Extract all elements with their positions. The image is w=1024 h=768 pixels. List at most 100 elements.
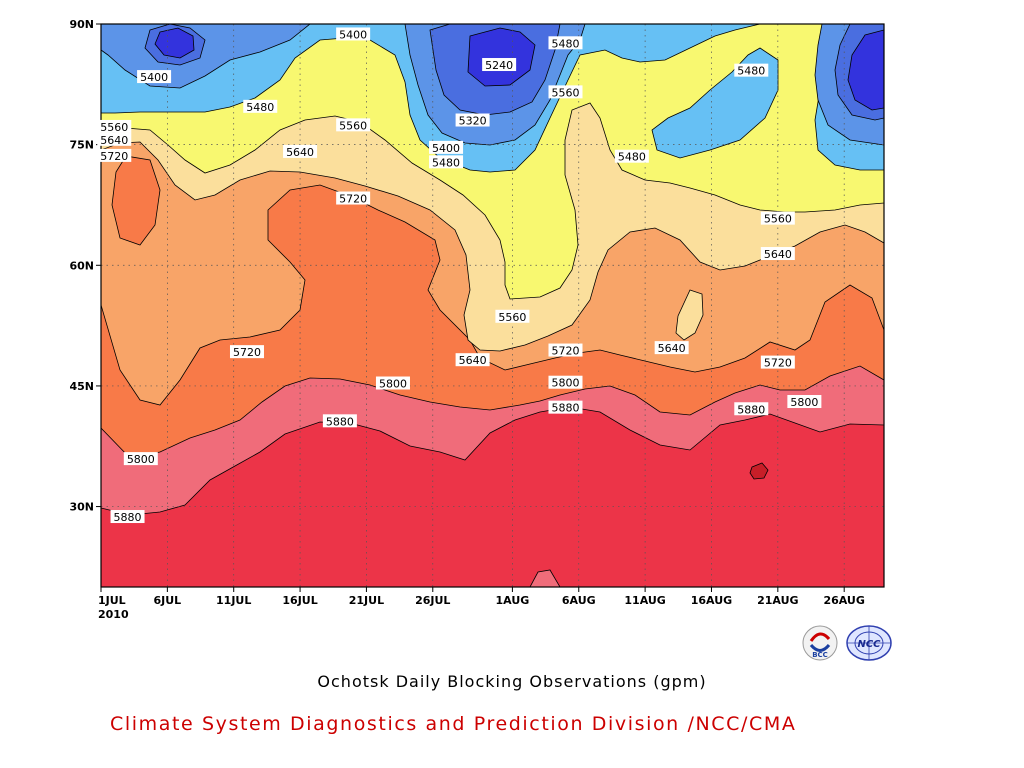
x-tick-label: 6AUG xyxy=(562,594,596,607)
svg-text:5800: 5800 xyxy=(551,377,579,390)
svg-text:5560: 5560 xyxy=(498,311,526,324)
chart-axes: 1JUL 6JUL 11JUL 16JUL 21JUL 26JUL 1AUG 6AUG 11AU… xyxy=(69,18,864,621)
x-tick-label: 16JUL xyxy=(282,594,317,607)
contour-label-5320: 5320 xyxy=(455,113,490,128)
x-tick-label: 1AUG xyxy=(496,594,530,607)
x-tick-label: 1JUL xyxy=(98,594,126,607)
contour-label-5560: 5560 xyxy=(495,309,530,324)
contour-label-5800: 5800 xyxy=(123,452,158,466)
x-tick-label: 21JUL xyxy=(349,594,384,607)
x-tick-label: 26AUG xyxy=(823,594,864,607)
ncc-logo-text: NCC xyxy=(857,639,881,650)
contour-label-5240: 5240 xyxy=(482,58,517,72)
contour-label-5800: 5800 xyxy=(375,376,410,391)
svg-text:5560: 5560 xyxy=(100,121,128,134)
contour-label-5640: 5640 xyxy=(760,247,795,261)
svg-text:5560: 5560 xyxy=(764,213,792,226)
plot-area xyxy=(101,24,884,587)
contour-label-5560: 5560 xyxy=(336,118,371,132)
x-tick-label: 11JUL xyxy=(216,594,251,607)
contour-label-5560: 5560 xyxy=(548,85,583,99)
island-5640 xyxy=(675,289,704,341)
svg-text:5880: 5880 xyxy=(551,402,579,415)
contour-label-5480: 5480 xyxy=(429,155,464,169)
svg-text:5880: 5880 xyxy=(737,403,765,416)
y-tick-label: 45N xyxy=(69,380,94,393)
svg-text:5480: 5480 xyxy=(432,156,460,169)
contour-label-5480: 5480 xyxy=(243,99,278,114)
contour-label-5720: 5720 xyxy=(760,355,795,370)
svg-text:5400: 5400 xyxy=(432,142,460,155)
contour-label-5400: 5400 xyxy=(137,70,172,84)
svg-text:5800: 5800 xyxy=(790,396,818,409)
svg-text:5720: 5720 xyxy=(233,346,261,359)
x-year-label: 2010 xyxy=(98,608,129,621)
svg-text:5800: 5800 xyxy=(127,453,155,466)
x-tick-label: 6JUL xyxy=(154,594,182,607)
svg-text:5640: 5640 xyxy=(764,248,792,261)
x-tick-label: 11AUG xyxy=(624,594,665,607)
chart-title: Ochotsk Daily Blocking Observations (gpm… xyxy=(317,672,707,691)
svg-text:5720: 5720 xyxy=(551,345,579,358)
svg-text:5400: 5400 xyxy=(339,28,367,41)
y-tick-label: 60N xyxy=(69,259,94,272)
svg-text:5560: 5560 xyxy=(339,119,367,132)
contour-label-5640: 5640 xyxy=(283,144,318,159)
contour-label-5560: 5560 xyxy=(97,119,132,134)
y-tick-label: 30N xyxy=(69,501,94,514)
contour-label-5720: 5720 xyxy=(336,191,371,206)
chart-grid xyxy=(101,24,884,587)
svg-text:5880: 5880 xyxy=(114,511,142,524)
svg-text:5480: 5480 xyxy=(551,37,579,50)
cell-5960-a xyxy=(749,462,769,480)
organization-title: Climate System Diagnostics and Predictio… xyxy=(110,713,797,735)
cell-below-5240-right xyxy=(847,29,884,111)
svg-text:5640: 5640 xyxy=(658,342,686,355)
svg-text:5720: 5720 xyxy=(339,193,367,206)
svg-text:5880: 5880 xyxy=(326,415,354,428)
contour-label-5400: 5400 xyxy=(429,140,464,155)
contour-label-5800: 5800 xyxy=(548,375,583,390)
contour-label-5720: 5720 xyxy=(548,343,583,358)
bcc-logo-icon: BCC xyxy=(802,625,838,661)
bcc-logo-text: BCC xyxy=(812,651,828,659)
contour-label-5800: 5800 xyxy=(787,395,822,409)
svg-text:5800: 5800 xyxy=(379,378,407,391)
svg-text:5640: 5640 xyxy=(100,134,128,147)
x-tick-label: 21AUG xyxy=(757,594,798,607)
contour-label-5720: 5720 xyxy=(97,148,132,163)
contour-label-5480: 5480 xyxy=(734,63,769,78)
svg-text:5240: 5240 xyxy=(485,59,513,72)
contour-label-5480: 5480 xyxy=(548,36,583,50)
svg-text:5720: 5720 xyxy=(100,150,128,163)
svg-text:5480: 5480 xyxy=(618,151,646,164)
ncc-logo-icon: NCC xyxy=(846,625,892,661)
y-tick-label: 90N xyxy=(69,18,94,31)
contour-label-5880: 5880 xyxy=(734,402,769,416)
y-tick-label: 75N xyxy=(69,139,94,152)
x-tick-label: 16AUG xyxy=(691,594,732,607)
svg-text:5640: 5640 xyxy=(459,354,487,367)
contour-label-5640: 5640 xyxy=(97,132,132,147)
contour-label-5880: 5880 xyxy=(110,510,145,524)
pocket-5720-a xyxy=(111,155,161,246)
contour-label-5640: 5640 xyxy=(455,353,490,367)
contour-labels: 5400540054805560524053205400548054805560… xyxy=(97,27,822,524)
contour-label-5880: 5880 xyxy=(322,414,357,428)
x-tick-label: 26JUL xyxy=(415,594,450,607)
svg-text:5640: 5640 xyxy=(286,146,314,159)
svg-text:5320: 5320 xyxy=(459,115,487,128)
svg-text:5480: 5480 xyxy=(246,101,274,114)
contour-label-5640: 5640 xyxy=(654,341,689,355)
svg-text:5480: 5480 xyxy=(737,65,765,78)
contour-label-5560: 5560 xyxy=(760,211,795,226)
contour-label-5720: 5720 xyxy=(229,345,264,359)
contour-label-5400: 5400 xyxy=(336,27,371,41)
plot-frame xyxy=(100,23,885,588)
cell-below-5240 xyxy=(467,27,536,87)
cell-5880-b xyxy=(529,569,561,587)
contour-label-5480: 5480 xyxy=(614,149,649,164)
cell-below-5240-left xyxy=(154,27,195,59)
svg-text:5560: 5560 xyxy=(551,86,579,99)
